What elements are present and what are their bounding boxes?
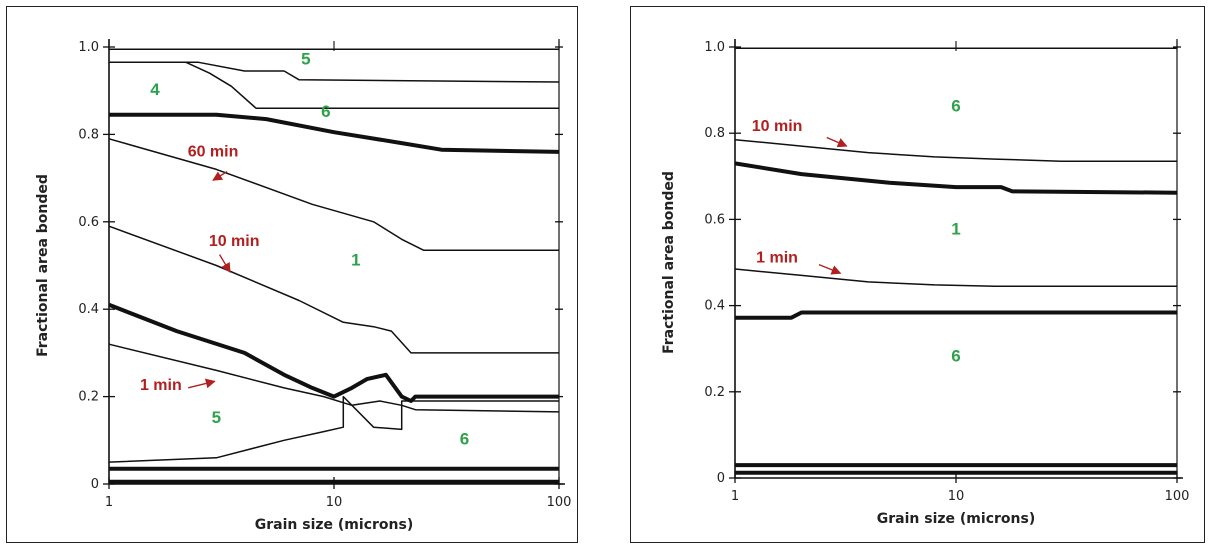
y-axis-title: Fractional area bonded bbox=[661, 171, 677, 354]
y-tick-label: 0.2 bbox=[704, 385, 725, 400]
series-line-2 bbox=[734, 138, 1177, 162]
y-tick-label: 0.8 bbox=[78, 127, 99, 142]
region-label: 6 bbox=[321, 102, 330, 121]
y-tick-label: 1.0 bbox=[78, 40, 99, 55]
y-tick-label: 0.6 bbox=[78, 215, 99, 230]
region-label: 5 bbox=[301, 49, 310, 68]
region-label: 6 bbox=[951, 347, 960, 366]
x-tick-label: 10 bbox=[326, 495, 343, 510]
series-group bbox=[108, 48, 560, 484]
region-label: 1 bbox=[951, 219, 960, 238]
series-line-3 bbox=[734, 161, 1178, 195]
series-line-6 bbox=[108, 225, 559, 354]
x-tick-label: 100 bbox=[547, 495, 572, 510]
y-tick-label: 0 bbox=[717, 471, 725, 486]
series-group bbox=[734, 47, 1178, 475]
time-label: 10 min bbox=[209, 233, 260, 250]
region-label: 6 bbox=[951, 97, 960, 116]
y-tick-label: 0.8 bbox=[704, 126, 725, 141]
y-tick-label: 1.0 bbox=[704, 40, 725, 55]
annotation-arrow bbox=[212, 170, 228, 181]
series-line-4 bbox=[109, 112, 560, 154]
annotation-arrow bbox=[818, 264, 842, 275]
region-label: 1 bbox=[351, 251, 360, 270]
time-label: 1 min bbox=[140, 377, 182, 394]
series-line-4 bbox=[734, 268, 1177, 287]
region-label: 4 bbox=[150, 80, 160, 99]
chart-panel-left: 0 0.2 0.4 0.6 0.8 1.0 1 10 100 Grain size (micron… bbox=[6, 6, 578, 543]
annotation-arrow bbox=[218, 254, 231, 273]
y-tick-label: 0.2 bbox=[78, 390, 99, 405]
chart-left-svg: 0 0.2 0.4 0.6 0.8 1.0 1 10 100 Grain size (micron… bbox=[35, 39, 571, 533]
y-tick-label: 0 bbox=[91, 477, 99, 492]
series-line-2 bbox=[109, 61, 560, 83]
time-label: 10 min bbox=[752, 118, 803, 135]
series-line-5 bbox=[108, 138, 559, 251]
x-tick-label: 1 bbox=[731, 489, 739, 504]
region-label: 5 bbox=[212, 408, 221, 427]
y-tick-label: 0.4 bbox=[78, 302, 99, 317]
x-axis-title: Grain size (microns) bbox=[255, 517, 413, 533]
annotation-arrow bbox=[188, 378, 216, 389]
time-label: 60 min bbox=[188, 143, 239, 160]
x-tick-label: 1 bbox=[105, 495, 113, 510]
x-tick-label: 100 bbox=[1165, 489, 1190, 504]
chart-right-svg: 0 0.2 0.4 0.6 0.8 1.0 1 10 100 Grain size (micron… bbox=[661, 39, 1189, 527]
series-line-5 bbox=[735, 310, 1177, 320]
y-axis-title: Fractional area bonded bbox=[35, 174, 51, 357]
chart-panel-right: 0 0.2 0.4 0.6 0.8 1.0 1 10 100 Grain size (micron… bbox=[630, 6, 1205, 543]
series-line-9 bbox=[108, 395, 559, 463]
y-tick-label: 0.4 bbox=[704, 299, 725, 314]
axes: 0 0.2 0.4 0.6 0.8 1.0 1 10 100 Grain size (micron… bbox=[35, 39, 571, 533]
y-tick-label: 0.6 bbox=[704, 212, 725, 227]
time-label: 1 min bbox=[756, 250, 798, 267]
x-tick-label: 10 bbox=[948, 489, 965, 504]
series-line-3 bbox=[109, 61, 559, 109]
x-axis-title: Grain size (microns) bbox=[877, 511, 1035, 527]
annotation-arrow bbox=[826, 136, 848, 148]
axes: 0 0.2 0.4 0.6 0.8 1.0 1 10 100 Grain size (micron… bbox=[661, 39, 1189, 527]
region-label: 6 bbox=[460, 430, 469, 449]
